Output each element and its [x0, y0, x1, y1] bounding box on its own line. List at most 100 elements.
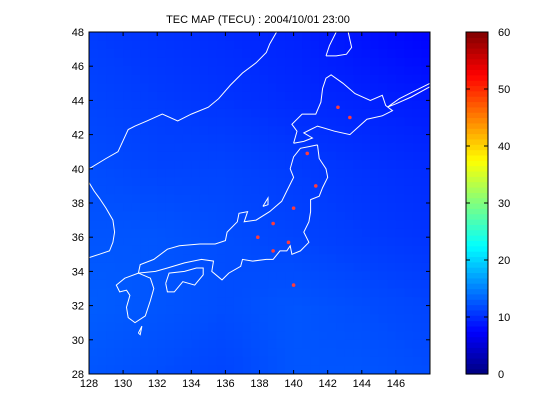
tec-cell: [404, 66, 414, 76]
tec-cell: [114, 331, 124, 341]
tec-cell: [165, 365, 175, 374]
tec-cell: [165, 237, 175, 247]
tec-cell: [233, 271, 244, 281]
tec-cell: [165, 143, 175, 153]
x-tick-label: 146: [387, 378, 405, 390]
tec-cell: [387, 194, 397, 204]
tec-cell: [242, 151, 252, 161]
tec-cell: [106, 288, 116, 298]
tec-cell: [293, 211, 303, 221]
x-axis: 128 130 132 134 136 138 140 142 144 146: [80, 32, 405, 390]
station-marker: [305, 151, 310, 156]
tec-cell: [114, 288, 124, 298]
tec-cell: [336, 279, 346, 290]
tec-cell: [225, 40, 235, 50]
tec-cell: [421, 322, 430, 332]
tec-cell: [336, 134, 346, 144]
tec-cell: [344, 245, 354, 255]
tec-cell: [157, 108, 167, 119]
tec-cell: [327, 245, 337, 255]
tec-cell: [208, 32, 218, 42]
tec-cell: [191, 100, 201, 110]
tec-cell: [344, 160, 354, 170]
tec-cell: [182, 66, 192, 76]
tec-cell: [259, 49, 269, 59]
tec-cell: [191, 194, 201, 204]
tec-cell: [344, 262, 354, 272]
colorbar-step: [466, 363, 488, 370]
tec-cell: [319, 228, 329, 238]
tec-cell: [97, 83, 107, 93]
tec-cell: [131, 100, 141, 110]
tec-cell: [216, 322, 226, 332]
tec-cell: [191, 32, 201, 42]
tec-cell: [421, 168, 430, 178]
tec-cell: [242, 185, 252, 196]
tec-cell: [225, 32, 235, 42]
tec-cell: [421, 245, 430, 255]
tec-cell: [233, 49, 244, 59]
tec-cell: [370, 271, 380, 281]
tec-cell: [89, 117, 99, 127]
y-tick-label: 28: [72, 369, 84, 381]
coastline: [89, 32, 430, 336]
tec-cell: [182, 57, 192, 67]
tec-cell: [97, 365, 107, 374]
tec-cell: [131, 177, 141, 187]
tec-cell: [157, 160, 167, 170]
y-tick-label: 48: [72, 27, 84, 39]
tec-cell: [208, 348, 218, 358]
tec-cell: [327, 237, 337, 247]
tec-cell: [319, 185, 329, 196]
tec-cell: [174, 220, 184, 230]
tec-cell: [191, 356, 201, 367]
tec-cell: [89, 143, 99, 153]
tec-cell: [344, 314, 354, 324]
tec-cell: [242, 245, 252, 255]
tec-cell: [123, 134, 133, 144]
tec-cell: [361, 160, 371, 170]
tec-cell: [148, 49, 158, 59]
tec-cell: [285, 322, 295, 332]
tec-cell: [140, 228, 150, 238]
tec-cell: [285, 339, 295, 349]
tec-cell: [250, 297, 261, 307]
tec-cell: [404, 348, 414, 358]
tec-cell: [191, 91, 201, 101]
tec-cell: [302, 331, 312, 341]
tec-cell: [404, 143, 414, 153]
tec-cell: [378, 220, 388, 230]
tec-cell: [412, 297, 423, 307]
tec-cell: [370, 83, 380, 93]
tec-cell: [131, 83, 141, 93]
tec-cell: [395, 185, 406, 196]
tec-cell: [268, 66, 278, 76]
tec-cell: [353, 151, 363, 161]
tec-cell: [285, 194, 295, 204]
tec-cell: [412, 220, 423, 230]
tec-cell: [268, 288, 278, 298]
colorbar-step: [466, 299, 488, 306]
tec-cell: [250, 211, 261, 221]
tec-cell: [140, 100, 150, 110]
tec-cell: [353, 322, 363, 332]
tec-cell: [276, 151, 286, 161]
tec-cell: [199, 339, 209, 349]
tec-cell: [404, 160, 414, 170]
tec-cell: [370, 160, 380, 170]
tec-cell: [387, 314, 397, 324]
tec-cell: [216, 262, 226, 272]
tec-cell: [165, 356, 175, 367]
tec-cell: [174, 91, 184, 101]
tec-cell: [395, 143, 406, 153]
tec-cell: [285, 57, 295, 67]
tec-cell: [182, 168, 192, 178]
tec-cell: [268, 339, 278, 349]
tec-cell: [259, 356, 269, 367]
tec-cell: [361, 57, 371, 67]
tec-cell: [361, 271, 371, 281]
tec-cell: [208, 314, 218, 324]
tec-cell: [319, 288, 329, 298]
tec-cell: [302, 262, 312, 272]
